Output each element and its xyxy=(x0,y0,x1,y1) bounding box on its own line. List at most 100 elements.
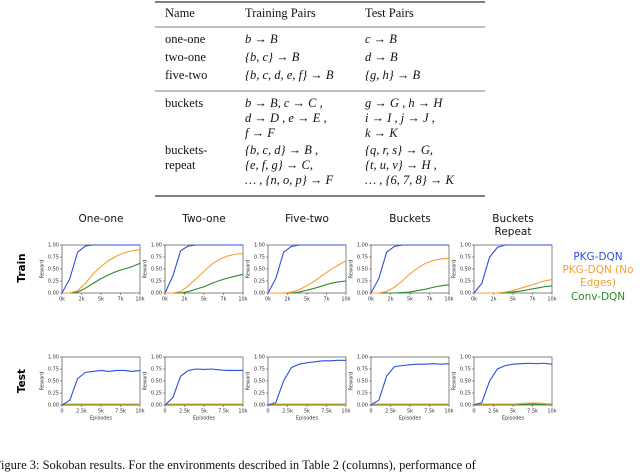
x-tick-label: 5k xyxy=(304,297,310,303)
series-line xyxy=(267,244,346,294)
table-cell: b → B, c → C , xyxy=(245,96,323,110)
chart-title: Five-two xyxy=(285,213,329,225)
y-tick-label: 0.25 xyxy=(357,391,368,397)
series-line xyxy=(62,249,141,294)
x-tick-label: 2k xyxy=(284,297,290,303)
table-header: Training Pairs xyxy=(245,6,316,20)
y-tick-label: 0.50 xyxy=(151,379,162,385)
x-tick-label: 0k xyxy=(59,297,65,303)
legend-entry: Conv-DQN xyxy=(570,291,626,303)
x-tick-label: 7k xyxy=(426,297,432,303)
table-cell: {g, h} → B xyxy=(365,68,420,82)
series-line xyxy=(165,253,244,294)
x-tick-label: 7k xyxy=(529,297,535,303)
y-axis-label: Reward xyxy=(40,372,46,391)
x-tick-label: 0 xyxy=(60,409,63,415)
y-tick-label: 1.00 xyxy=(357,243,368,249)
x-tick-label: 10k xyxy=(341,297,350,303)
table-cell: five-two xyxy=(165,68,207,82)
y-tick-label: 0.75 xyxy=(48,367,59,373)
y-tick-label: 1.00 xyxy=(48,243,59,249)
y-tick-label: 1.00 xyxy=(151,355,162,361)
x-tick-label: 2.5k xyxy=(488,409,499,415)
table-cell: buckets xyxy=(165,96,203,110)
table-header: Test Pairs xyxy=(365,6,414,20)
legend-entry: PKG-DQN (No Edges) xyxy=(562,264,634,289)
series-line xyxy=(62,262,141,294)
x-tick-label: 10k xyxy=(547,297,556,303)
y-tick-label: 0.75 xyxy=(460,255,471,261)
y-axis-label: Reward xyxy=(40,260,46,279)
table-cell: {q, r, s} → G, xyxy=(365,143,433,157)
y-tick-label: 0.25 xyxy=(460,279,471,285)
table-cell: b → B xyxy=(245,32,278,46)
x-tick-label: 7.5k xyxy=(218,409,229,415)
y-tick-label: 0.25 xyxy=(48,279,59,285)
series-line xyxy=(473,244,552,294)
series-line xyxy=(371,257,450,294)
x-tick-label: 10k xyxy=(135,409,144,415)
chart-title: Buckets Repeat xyxy=(492,213,534,238)
series-line xyxy=(474,403,553,406)
table-cell: k → K xyxy=(365,126,398,140)
x-tick-label: 0k xyxy=(265,297,271,303)
chart-title: Buckets xyxy=(389,213,431,225)
y-tick-label: 0.25 xyxy=(460,391,471,397)
y-tick-label: 0.75 xyxy=(460,367,471,373)
x-tick-label: 0k xyxy=(368,297,374,303)
plot-frame xyxy=(164,356,244,406)
table-cell: g → G , h → H xyxy=(365,96,443,110)
table-cell: d → B xyxy=(365,50,398,64)
row-label: Train xyxy=(16,253,28,282)
y-tick-label: 0.00 xyxy=(357,291,368,297)
y-tick-label: 0.75 xyxy=(254,367,265,373)
x-tick-label: 0 xyxy=(472,409,475,415)
x-tick-label: 5k xyxy=(98,409,104,415)
y-tick-label: 0.00 xyxy=(48,291,59,297)
y-axis-label: Reward xyxy=(452,260,458,279)
x-tick-label: 2.5k xyxy=(179,409,190,415)
table-cell: d → D , e → E , xyxy=(245,111,327,125)
x-tick-label: 7.5k xyxy=(321,409,332,415)
y-tick-label: 0.50 xyxy=(254,267,265,273)
y-tick-label: 0.25 xyxy=(151,391,162,397)
y-tick-label: 0.25 xyxy=(254,391,265,397)
y-tick-label: 0.25 xyxy=(151,279,162,285)
series-line xyxy=(370,363,450,406)
y-tick-label: 0.50 xyxy=(254,379,265,385)
x-tick-label: 0 xyxy=(163,409,166,415)
row-label: Test xyxy=(16,369,28,393)
x-tick-label: 2k xyxy=(181,297,187,303)
table-cell: repeat xyxy=(165,158,196,172)
series-line xyxy=(61,244,140,294)
series-line xyxy=(61,369,141,406)
y-axis-label: Reward xyxy=(349,260,355,279)
table-cell: {e, f, g} → C, xyxy=(245,158,313,172)
y-tick-label: 1.00 xyxy=(460,355,471,361)
plot-frame xyxy=(61,356,141,406)
x-axis-label: Episodes xyxy=(502,416,525,422)
plot-frame xyxy=(267,356,347,406)
y-tick-label: 0.25 xyxy=(357,279,368,285)
y-axis-label: Reward xyxy=(452,372,458,391)
x-tick-label: 10k xyxy=(444,297,453,303)
x-tick-label: 10k xyxy=(135,297,144,303)
table-cell: {b, c, d, e, f} → B xyxy=(245,68,334,82)
series-line xyxy=(474,279,553,294)
y-axis-label: Reward xyxy=(143,372,149,391)
y-tick-label: 0.50 xyxy=(460,267,471,273)
x-tick-label: 7.5k xyxy=(424,409,435,415)
chart-title: Two-one xyxy=(182,213,226,225)
x-tick-label: 5k xyxy=(304,409,310,415)
x-tick-label: 10k xyxy=(444,409,453,415)
caption: Figure 3: Sokoban results. For the envir… xyxy=(0,458,476,472)
x-tick-label: 0k xyxy=(162,297,168,303)
table-cell: … , {6, 7, 8} → K xyxy=(365,173,454,187)
x-axis-label: Episodes xyxy=(193,416,216,422)
x-tick-label: 2k xyxy=(490,297,496,303)
y-tick-label: 0.00 xyxy=(151,291,162,297)
series-line xyxy=(165,273,244,294)
y-tick-label: 0.50 xyxy=(48,267,59,273)
